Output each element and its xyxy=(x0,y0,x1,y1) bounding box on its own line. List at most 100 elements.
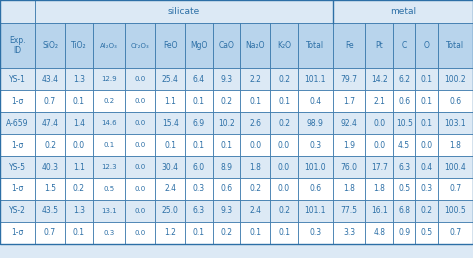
Bar xyxy=(365,23,393,68)
Bar xyxy=(93,178,125,200)
Bar xyxy=(298,134,333,156)
Bar xyxy=(415,23,438,68)
Bar xyxy=(298,112,333,134)
Bar xyxy=(298,90,333,112)
Bar xyxy=(0,156,35,178)
Bar xyxy=(65,23,93,68)
Bar xyxy=(393,112,415,134)
Text: 0.6: 0.6 xyxy=(398,97,410,106)
Text: 0.1: 0.1 xyxy=(420,119,433,128)
Bar xyxy=(240,90,270,112)
Text: 1.8: 1.8 xyxy=(373,184,385,194)
Text: 6.3: 6.3 xyxy=(398,163,410,172)
Bar xyxy=(365,156,393,178)
Bar xyxy=(0,134,35,156)
Text: Fe: Fe xyxy=(345,41,353,50)
Text: 40.3: 40.3 xyxy=(42,163,59,172)
Text: 76.0: 76.0 xyxy=(341,163,358,172)
Bar xyxy=(240,156,270,178)
Text: 100.2: 100.2 xyxy=(445,75,466,84)
Bar xyxy=(393,68,415,90)
Text: 0.2: 0.2 xyxy=(278,206,290,215)
Text: 6.8: 6.8 xyxy=(398,206,410,215)
Text: 0.1: 0.1 xyxy=(103,142,114,148)
Text: 0.1: 0.1 xyxy=(193,97,205,106)
Text: 12.3: 12.3 xyxy=(101,164,117,170)
Text: 2.1: 2.1 xyxy=(373,97,385,106)
Text: 0.1: 0.1 xyxy=(220,141,233,150)
Bar xyxy=(65,134,93,156)
Bar xyxy=(0,68,35,90)
Bar xyxy=(155,134,185,156)
Text: 100.4: 100.4 xyxy=(445,163,466,172)
Bar xyxy=(438,156,473,178)
Text: 8.9: 8.9 xyxy=(220,163,233,172)
Text: 0.0: 0.0 xyxy=(134,98,146,104)
Bar xyxy=(365,68,393,90)
Bar xyxy=(0,90,35,112)
Text: MgO: MgO xyxy=(190,41,208,50)
Bar xyxy=(438,23,473,68)
Text: 47.4: 47.4 xyxy=(42,119,59,128)
Bar xyxy=(35,68,65,90)
Text: YS-1: YS-1 xyxy=(9,75,26,84)
Bar xyxy=(365,200,393,222)
Bar xyxy=(93,222,125,244)
Bar xyxy=(35,90,65,112)
Bar xyxy=(415,134,438,156)
Bar xyxy=(125,178,155,200)
Bar xyxy=(35,200,65,222)
Text: 2.6: 2.6 xyxy=(249,119,261,128)
Text: 1-σ: 1-σ xyxy=(11,97,24,106)
Bar xyxy=(65,156,93,178)
Text: 0.1: 0.1 xyxy=(73,228,85,237)
Text: metal: metal xyxy=(390,7,416,16)
Text: 0.1: 0.1 xyxy=(420,75,433,84)
Bar xyxy=(125,156,155,178)
Bar xyxy=(415,156,438,178)
Text: 6.2: 6.2 xyxy=(398,75,410,84)
Bar xyxy=(333,0,473,23)
Bar xyxy=(270,112,298,134)
Bar xyxy=(35,222,65,244)
Text: 0.1: 0.1 xyxy=(73,97,85,106)
Bar xyxy=(333,23,365,68)
Text: 43.4: 43.4 xyxy=(42,75,59,84)
Bar xyxy=(415,112,438,134)
Text: 92.4: 92.4 xyxy=(341,119,358,128)
Text: 1.4: 1.4 xyxy=(73,119,85,128)
Bar xyxy=(298,200,333,222)
Bar xyxy=(125,200,155,222)
Text: 0.0: 0.0 xyxy=(373,141,385,150)
Text: 9.3: 9.3 xyxy=(220,206,233,215)
Bar xyxy=(393,156,415,178)
Text: Exp.
ID: Exp. ID xyxy=(9,36,26,55)
Text: 0.1: 0.1 xyxy=(420,97,433,106)
Text: 2.4: 2.4 xyxy=(249,206,261,215)
Text: 0.1: 0.1 xyxy=(249,97,261,106)
Bar xyxy=(438,178,473,200)
Bar xyxy=(35,112,65,134)
Bar xyxy=(333,90,365,112)
Text: 0.1: 0.1 xyxy=(278,97,290,106)
Bar xyxy=(0,178,35,200)
Text: 0.9: 0.9 xyxy=(398,228,410,237)
Bar xyxy=(438,200,473,222)
Text: 103.1: 103.1 xyxy=(445,119,466,128)
Text: 0.2: 0.2 xyxy=(278,119,290,128)
Bar xyxy=(155,178,185,200)
Bar xyxy=(213,68,240,90)
Bar xyxy=(35,178,65,200)
Bar xyxy=(93,156,125,178)
Text: 0.2: 0.2 xyxy=(249,184,261,194)
Bar xyxy=(65,222,93,244)
Bar xyxy=(213,112,240,134)
Bar xyxy=(155,200,185,222)
Bar xyxy=(240,134,270,156)
Bar xyxy=(93,200,125,222)
Text: 0.0: 0.0 xyxy=(249,141,261,150)
Bar xyxy=(438,112,473,134)
Text: 10.5: 10.5 xyxy=(396,119,412,128)
Text: 0.5: 0.5 xyxy=(420,228,433,237)
Text: 13.1: 13.1 xyxy=(101,208,117,214)
